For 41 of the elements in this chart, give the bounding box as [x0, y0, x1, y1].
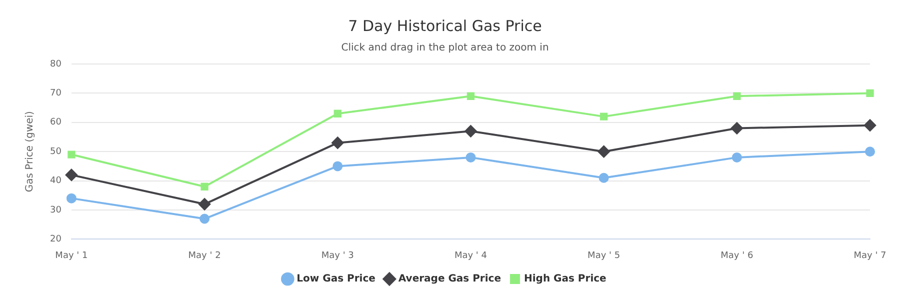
point — [68, 150, 76, 158]
point — [864, 119, 876, 132]
point — [200, 214, 210, 224]
y-tick-label: 40 — [50, 176, 62, 186]
point — [866, 89, 874, 98]
point — [466, 92, 475, 100]
x-tick-label: May ' 1 — [55, 250, 88, 261]
point — [598, 146, 610, 158]
legend-label: Low Gas Price — [296, 274, 376, 285]
point — [600, 112, 608, 120]
point — [732, 152, 742, 162]
y-tick-label: 70 — [50, 88, 62, 99]
x-tick-label: May ' 5 — [588, 250, 620, 261]
chart-subtitle: Click and drag in the plot area to zoom in — [341, 42, 549, 54]
x-tick-label: May ' 4 — [454, 250, 488, 261]
y-axis-title: Gas Price (gwei) — [24, 110, 36, 192]
point — [733, 92, 741, 100]
x-tick-label: May ' 6 — [720, 250, 754, 261]
point — [66, 193, 76, 204]
x-tick-label: May ' 3 — [321, 250, 354, 261]
point — [65, 168, 78, 181]
y-tick-label: 20 — [50, 234, 62, 245]
point — [332, 161, 343, 172]
y-tick-label: 50 — [50, 146, 62, 157]
legend-label: High Gas Price — [524, 274, 607, 285]
point — [865, 146, 875, 157]
point — [598, 172, 609, 183]
point — [198, 198, 211, 210]
x-tick-label: May ' 7 — [854, 250, 886, 261]
x-tick-label: May ' 2 — [188, 250, 221, 261]
y-tick-label: 80 — [50, 59, 62, 70]
point — [464, 125, 477, 138]
point — [332, 136, 344, 149]
y-tick-label: 60 — [50, 118, 62, 128]
legend-label: Average Gas Price — [398, 274, 502, 285]
point — [334, 110, 342, 118]
point — [200, 182, 208, 190]
chart-title: 7 Day Historical Gas Price — [348, 16, 542, 35]
point — [466, 152, 476, 162]
point — [730, 122, 743, 134]
y-tick-label: 30 — [50, 205, 62, 216]
